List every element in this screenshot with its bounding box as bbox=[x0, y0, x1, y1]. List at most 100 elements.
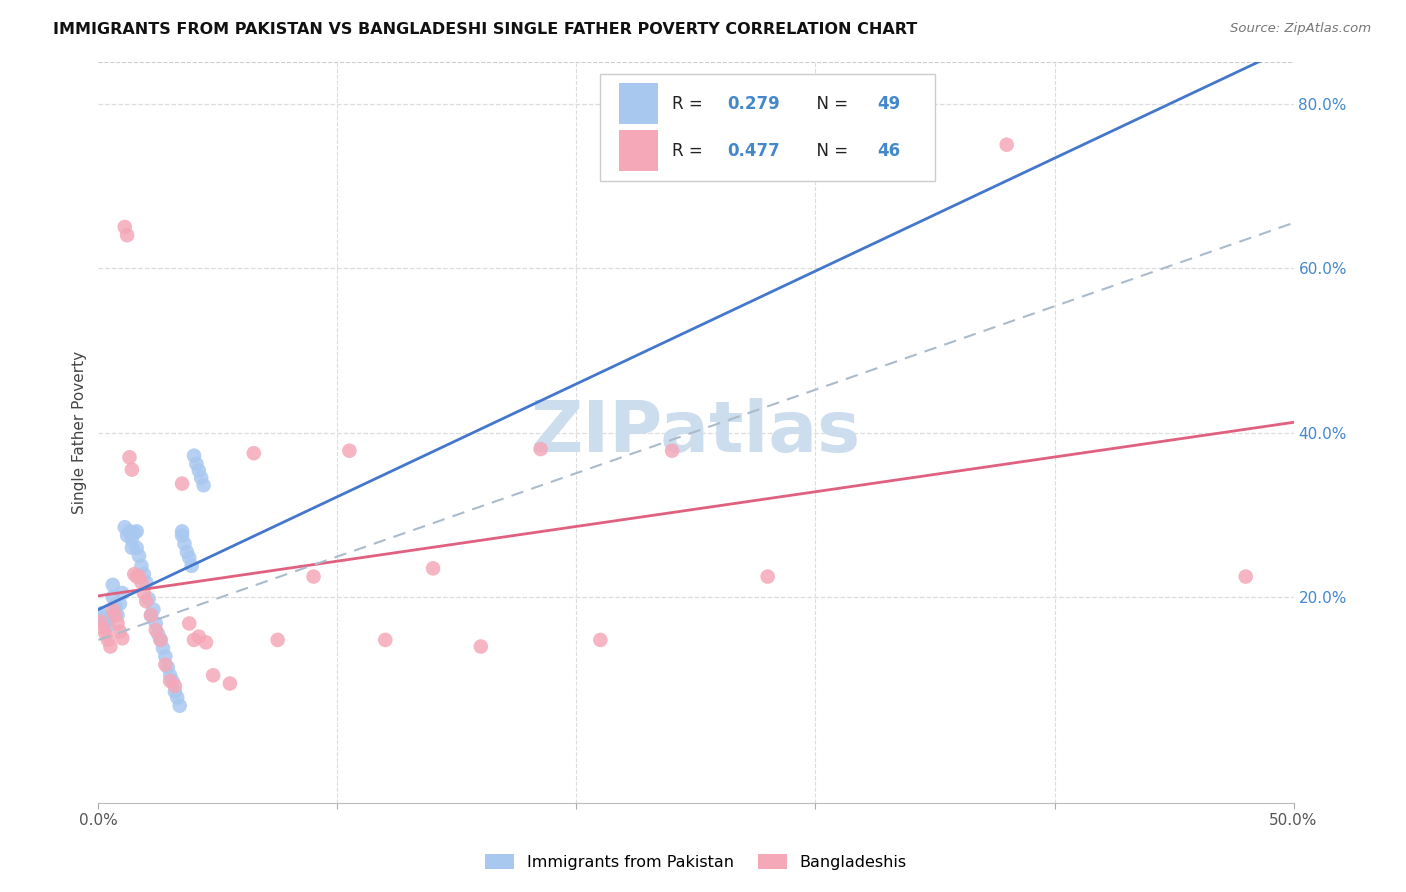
Point bbox=[121, 462, 143, 476]
Point bbox=[302, 569, 325, 583]
Point bbox=[115, 228, 138, 243]
Point bbox=[94, 627, 117, 641]
Point bbox=[149, 632, 172, 647]
Point bbox=[183, 449, 205, 463]
Point bbox=[219, 676, 242, 690]
Point bbox=[118, 524, 141, 539]
Point bbox=[179, 550, 201, 565]
Text: R =: R = bbox=[672, 142, 709, 160]
Point bbox=[139, 608, 162, 623]
Point bbox=[138, 591, 160, 606]
Point bbox=[132, 567, 155, 582]
Point bbox=[339, 443, 361, 458]
Point bbox=[115, 528, 138, 542]
Text: IMMIGRANTS FROM PAKISTAN VS BANGLADESHI SINGLE FATHER POVERTY CORRELATION CHART: IMMIGRANTS FROM PAKISTAN VS BANGLADESHI … bbox=[53, 22, 918, 37]
Point bbox=[186, 457, 208, 471]
Point bbox=[148, 627, 170, 641]
Point bbox=[121, 541, 143, 555]
Point bbox=[159, 668, 181, 682]
Point bbox=[530, 442, 553, 456]
Point bbox=[125, 524, 148, 539]
Point bbox=[155, 649, 177, 664]
Point bbox=[374, 632, 396, 647]
Text: 46: 46 bbox=[877, 142, 901, 160]
Point bbox=[131, 558, 153, 573]
Point bbox=[104, 608, 127, 623]
Text: ZIPatlas: ZIPatlas bbox=[531, 398, 860, 467]
Text: 0.279: 0.279 bbox=[727, 95, 780, 112]
Point bbox=[163, 685, 186, 699]
Point bbox=[142, 602, 165, 616]
Text: R =: R = bbox=[672, 95, 709, 112]
Point bbox=[243, 446, 266, 460]
Point bbox=[159, 674, 181, 689]
Point bbox=[98, 640, 122, 654]
Point bbox=[108, 624, 131, 639]
Point bbox=[162, 674, 184, 689]
Point bbox=[172, 528, 194, 542]
Text: N =: N = bbox=[806, 142, 853, 160]
Point bbox=[94, 615, 117, 629]
Point bbox=[176, 545, 198, 559]
Point bbox=[195, 635, 218, 649]
Point bbox=[97, 619, 120, 633]
Point bbox=[589, 632, 612, 647]
Point bbox=[193, 478, 215, 492]
Point bbox=[114, 219, 136, 234]
Point bbox=[118, 450, 141, 465]
Point bbox=[98, 610, 122, 624]
Text: Source: ZipAtlas.com: Source: ZipAtlas.com bbox=[1230, 22, 1371, 36]
Text: 0.477: 0.477 bbox=[727, 142, 780, 160]
Point bbox=[97, 632, 120, 647]
Point bbox=[169, 698, 191, 713]
Point bbox=[131, 575, 153, 590]
Point bbox=[90, 607, 112, 621]
Point bbox=[756, 569, 779, 583]
Point bbox=[135, 594, 157, 608]
Point bbox=[107, 608, 129, 623]
Point bbox=[187, 630, 209, 644]
Point bbox=[180, 558, 202, 573]
Point bbox=[422, 561, 444, 575]
FancyBboxPatch shape bbox=[620, 130, 658, 171]
Point bbox=[91, 621, 114, 635]
Point bbox=[101, 590, 124, 604]
Point bbox=[995, 137, 1018, 152]
Point bbox=[90, 615, 112, 629]
Y-axis label: Single Father Poverty: Single Father Poverty bbox=[72, 351, 87, 514]
Point bbox=[111, 632, 134, 646]
Point bbox=[121, 533, 143, 547]
Point bbox=[124, 526, 146, 541]
Point bbox=[179, 616, 201, 631]
Point bbox=[152, 641, 174, 656]
Point bbox=[145, 623, 167, 637]
Point bbox=[172, 476, 194, 491]
Point bbox=[128, 569, 150, 583]
Point bbox=[1234, 569, 1257, 583]
Point bbox=[661, 443, 683, 458]
Point bbox=[125, 569, 148, 583]
Point bbox=[166, 690, 188, 705]
Legend: Immigrants from Pakistan, Bangladeshis: Immigrants from Pakistan, Bangladeshis bbox=[479, 847, 912, 876]
Text: N =: N = bbox=[806, 95, 853, 112]
Point bbox=[149, 632, 172, 647]
Point bbox=[145, 616, 167, 631]
Point bbox=[104, 602, 127, 616]
Point bbox=[107, 616, 129, 631]
Point bbox=[104, 599, 127, 613]
Point bbox=[128, 549, 150, 563]
Point bbox=[91, 610, 114, 624]
Point bbox=[111, 586, 134, 600]
Point bbox=[101, 578, 124, 592]
Point bbox=[267, 632, 290, 647]
Point bbox=[135, 575, 157, 590]
Point bbox=[172, 524, 194, 539]
FancyBboxPatch shape bbox=[600, 73, 935, 181]
Point bbox=[470, 640, 492, 654]
Point bbox=[124, 567, 146, 582]
Point bbox=[173, 536, 195, 550]
Text: 49: 49 bbox=[877, 95, 901, 112]
Point bbox=[101, 602, 124, 616]
Point bbox=[163, 679, 186, 693]
Point bbox=[202, 668, 225, 682]
